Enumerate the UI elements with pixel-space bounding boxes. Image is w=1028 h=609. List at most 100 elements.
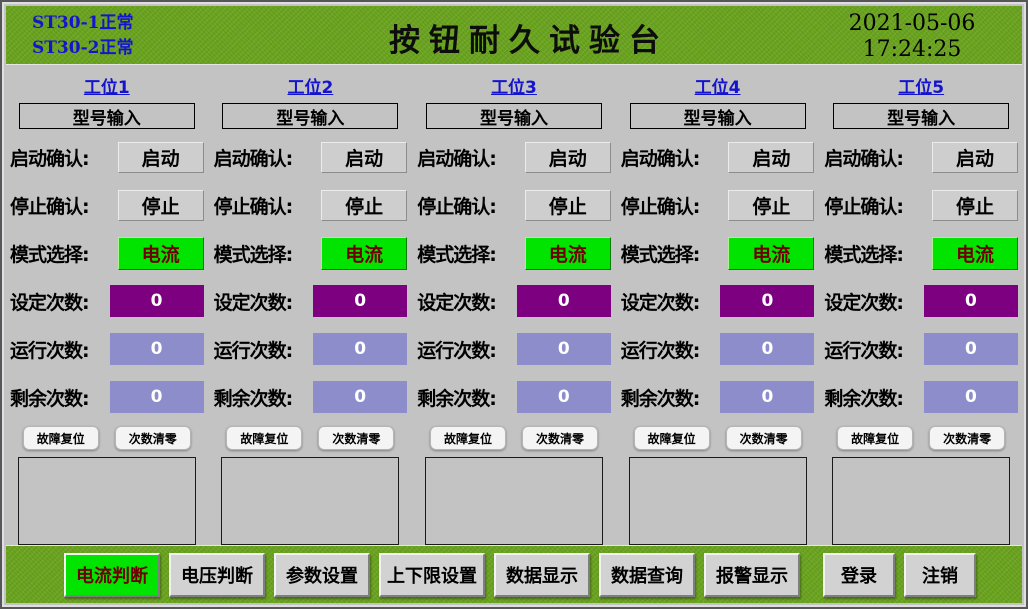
run-count-value: 0 (923, 333, 1018, 365)
message-box (832, 457, 1011, 545)
status-line-st30-2: ST30-2正常 (32, 38, 134, 58)
stop-confirm-label: 停止确认: (213, 195, 294, 218)
start-confirm-label: 启动确认: (213, 147, 294, 170)
station-title: 工位3 (491, 78, 537, 98)
mode-select-button[interactable]: 电流 (321, 236, 408, 270)
nav-limit-settings[interactable]: 上下限设置 (379, 552, 485, 597)
start-confirm-label: 启动确认: (824, 147, 904, 170)
count-clear-button[interactable]: 次数清零 (521, 426, 598, 450)
message-box (628, 457, 807, 545)
set-count-input[interactable]: 0 (923, 285, 1018, 317)
time-display: 17:24:25 (862, 37, 962, 62)
stop-confirm-label: 停止确认: (10, 195, 90, 218)
fault-reset-button[interactable]: 故障复位 (22, 426, 99, 450)
message-box (221, 457, 400, 545)
set-count-input[interactable]: 0 (313, 285, 408, 317)
station-column-4: 工位4 型号输入 启动确认: 启动 停止确认: 停止 模式选择: 电流 设定次数… (620, 66, 815, 545)
model-input-button[interactable]: 型号输入 (629, 103, 806, 129)
start-button[interactable]: 启动 (321, 141, 408, 173)
set-count-input[interactable]: 0 (516, 285, 611, 317)
message-box (17, 457, 196, 545)
run-count-label: 运行次数: (620, 339, 701, 362)
run-count-label: 运行次数: (10, 339, 90, 362)
mode-select-label: 模式选择: (417, 243, 497, 266)
count-clear-button[interactable]: 次数清零 (318, 426, 395, 450)
stop-confirm-label: 停止确认: (620, 195, 701, 218)
remain-count-label: 剩余次数: (824, 387, 904, 410)
stop-button[interactable]: 停止 (321, 189, 408, 221)
stop-button[interactable]: 停止 (931, 189, 1018, 221)
remain-count-value: 0 (923, 381, 1018, 413)
nav-current-judgment[interactable]: 电流判断 (64, 552, 160, 597)
stop-button[interactable]: 停止 (728, 189, 815, 221)
start-button[interactable]: 启动 (117, 141, 204, 173)
nav-voltage-judgment[interactable]: 电压判断 (169, 552, 265, 597)
stop-confirm-label: 停止确认: (824, 195, 904, 218)
start-confirm-label: 启动确认: (620, 147, 701, 170)
nav-data-query[interactable]: 数据查询 (599, 552, 695, 597)
station-column-2: 工位2 型号输入 启动确认: 启动 停止确认: 停止 模式选择: 电流 设定次数… (213, 66, 408, 545)
model-input-button[interactable]: 型号输入 (833, 103, 1010, 129)
start-button[interactable]: 启动 (524, 141, 611, 173)
fault-reset-button[interactable]: 故障复位 (633, 426, 710, 450)
station-column-5: 工位5 型号输入 启动确认: 启动 停止确认: 停止 模式选择: 电流 设定次数… (824, 66, 1018, 545)
mode-select-label: 模式选择: (824, 243, 904, 266)
nav-logout[interactable]: 注销 (904, 552, 976, 597)
mode-select-button[interactable]: 电流 (931, 236, 1018, 270)
fault-reset-button[interactable]: 故障复位 (837, 426, 914, 450)
station-title: 工位4 (694, 78, 741, 98)
set-count-input[interactable]: 0 (109, 285, 204, 317)
remain-count-label: 剩余次数: (620, 387, 701, 410)
mode-select-button[interactable]: 电流 (117, 236, 204, 270)
remain-count-label: 剩余次数: (213, 387, 294, 410)
remain-count-label: 剩余次数: (417, 387, 497, 410)
set-count-label: 设定次数: (620, 291, 701, 314)
model-input-button[interactable]: 型号输入 (425, 103, 602, 129)
station-title: 工位5 (898, 78, 945, 98)
model-input-button[interactable]: 型号输入 (18, 103, 195, 129)
datetime-block: 2021-05-06 17:24:25 (802, 6, 1022, 64)
count-clear-button[interactable]: 次数清零 (725, 426, 802, 450)
stop-button[interactable]: 停止 (117, 189, 204, 221)
date-display: 2021-05-06 (848, 11, 976, 36)
nav-parameter-settings[interactable]: 参数设置 (274, 552, 370, 597)
mode-select-button[interactable]: 电流 (728, 236, 815, 270)
remain-count-value: 0 (516, 381, 611, 413)
fault-reset-button[interactable]: 故障复位 (429, 426, 506, 450)
count-clear-button[interactable]: 次数清零 (929, 426, 1006, 450)
nav-login[interactable]: 登录 (823, 552, 895, 597)
start-button[interactable]: 启动 (931, 141, 1018, 173)
model-input-button[interactable]: 型号输入 (222, 103, 399, 129)
fault-reset-button[interactable]: 故障复位 (226, 426, 303, 450)
bottom-nav-bar: 电流判断 电压判断 参数设置 上下限设置 数据显示 数据查询 报警显示 登录 注销 (6, 545, 1022, 603)
run-count-value: 0 (720, 333, 815, 365)
nav-alarm-display[interactable]: 报警显示 (704, 552, 800, 597)
set-count-label: 设定次数: (213, 291, 294, 314)
set-count-input[interactable]: 0 (720, 285, 815, 317)
station-column-3: 工位3 型号输入 启动确认: 启动 停止确认: 停止 模式选择: 电流 设定次数… (417, 66, 611, 545)
mode-select-label: 模式选择: (10, 243, 90, 266)
message-box (424, 457, 603, 545)
mode-select-label: 模式选择: (213, 243, 294, 266)
run-count-value: 0 (516, 333, 611, 365)
mode-select-label: 模式选择: (620, 243, 701, 266)
count-clear-button[interactable]: 次数清零 (114, 426, 191, 450)
status-line-st30-1: ST30-1正常 (32, 13, 134, 33)
device-status-block: ST30-1正常 ST30-2正常 (6, 6, 256, 64)
run-count-label: 运行次数: (213, 339, 294, 362)
remain-count-value: 0 (109, 381, 204, 413)
run-count-label: 运行次数: (824, 339, 904, 362)
stop-button[interactable]: 停止 (524, 189, 611, 221)
set-count-label: 设定次数: (10, 291, 90, 314)
station-title: 工位1 (83, 78, 130, 98)
run-count-value: 0 (109, 333, 204, 365)
station-title: 工位2 (287, 78, 334, 98)
page-title: 按钮耐久试验台 (389, 23, 669, 59)
nav-data-display[interactable]: 数据显示 (494, 552, 590, 597)
start-button[interactable]: 启动 (728, 141, 815, 173)
start-confirm-label: 启动确认: (10, 147, 90, 170)
start-confirm-label: 启动确认: (417, 147, 497, 170)
mode-select-button[interactable]: 电流 (524, 236, 611, 270)
top-bar: ST30-1正常 ST30-2正常 按钮耐久试验台 2021-05-06 17:… (6, 6, 1022, 65)
